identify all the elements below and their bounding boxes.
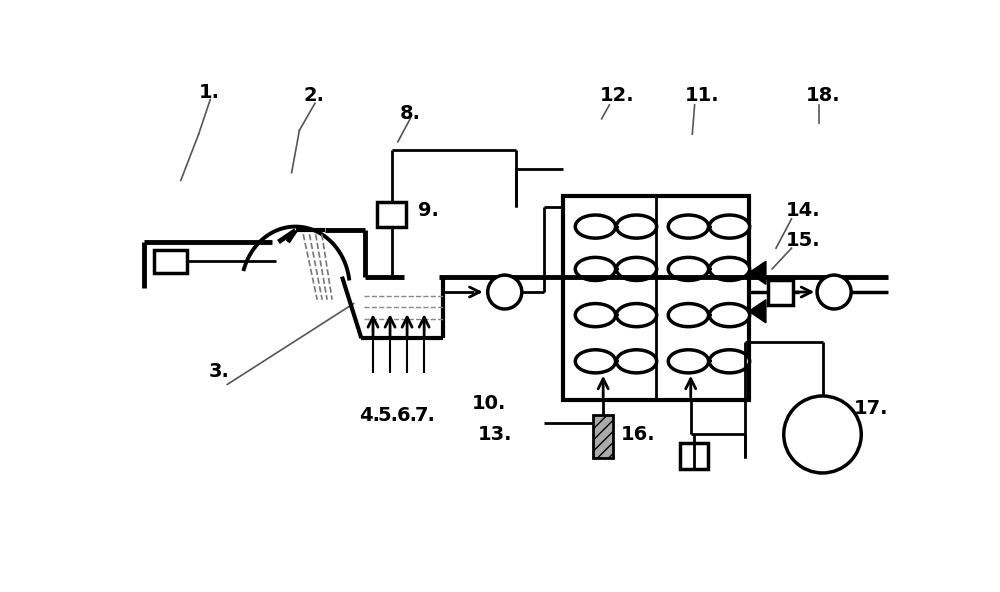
- Text: 9.: 9.: [418, 201, 439, 220]
- Text: 18.: 18.: [805, 86, 840, 105]
- Bar: [377, 202, 406, 227]
- Ellipse shape: [709, 258, 750, 281]
- Circle shape: [784, 396, 861, 473]
- Ellipse shape: [616, 304, 657, 327]
- Circle shape: [488, 275, 522, 309]
- Text: 16.: 16.: [621, 424, 656, 444]
- Text: 3.: 3.: [209, 362, 230, 381]
- Ellipse shape: [616, 258, 657, 281]
- Ellipse shape: [575, 350, 616, 373]
- Ellipse shape: [668, 304, 709, 327]
- Circle shape: [817, 275, 851, 309]
- Text: 8.: 8.: [400, 104, 421, 123]
- Ellipse shape: [575, 215, 616, 238]
- Ellipse shape: [575, 304, 616, 327]
- Text: 5.: 5.: [378, 406, 399, 425]
- Ellipse shape: [709, 350, 750, 373]
- Polygon shape: [749, 300, 766, 323]
- Text: 12.: 12.: [600, 86, 635, 105]
- Ellipse shape: [668, 350, 709, 373]
- Bar: [680, 443, 708, 469]
- Text: 7.: 7.: [415, 406, 436, 425]
- Bar: [154, 250, 187, 273]
- Text: 2.: 2.: [303, 86, 324, 105]
- Text: 10.: 10.: [472, 394, 507, 413]
- Ellipse shape: [668, 215, 709, 238]
- Ellipse shape: [668, 258, 709, 281]
- Ellipse shape: [709, 215, 750, 238]
- Text: 1.: 1.: [199, 83, 220, 102]
- Text: 6.: 6.: [396, 406, 417, 425]
- Ellipse shape: [616, 350, 657, 373]
- Ellipse shape: [575, 258, 616, 281]
- Bar: [593, 415, 613, 458]
- Polygon shape: [749, 261, 766, 284]
- Text: 4.: 4.: [359, 406, 380, 425]
- Bar: [768, 281, 793, 305]
- Text: 11.: 11.: [685, 86, 719, 105]
- Text: 13.: 13.: [478, 424, 512, 444]
- Text: 14.: 14.: [786, 201, 821, 220]
- Text: 15.: 15.: [786, 231, 821, 250]
- Ellipse shape: [709, 304, 750, 327]
- Ellipse shape: [616, 215, 657, 238]
- Text: 17.: 17.: [854, 398, 888, 417]
- Bar: [563, 196, 749, 400]
